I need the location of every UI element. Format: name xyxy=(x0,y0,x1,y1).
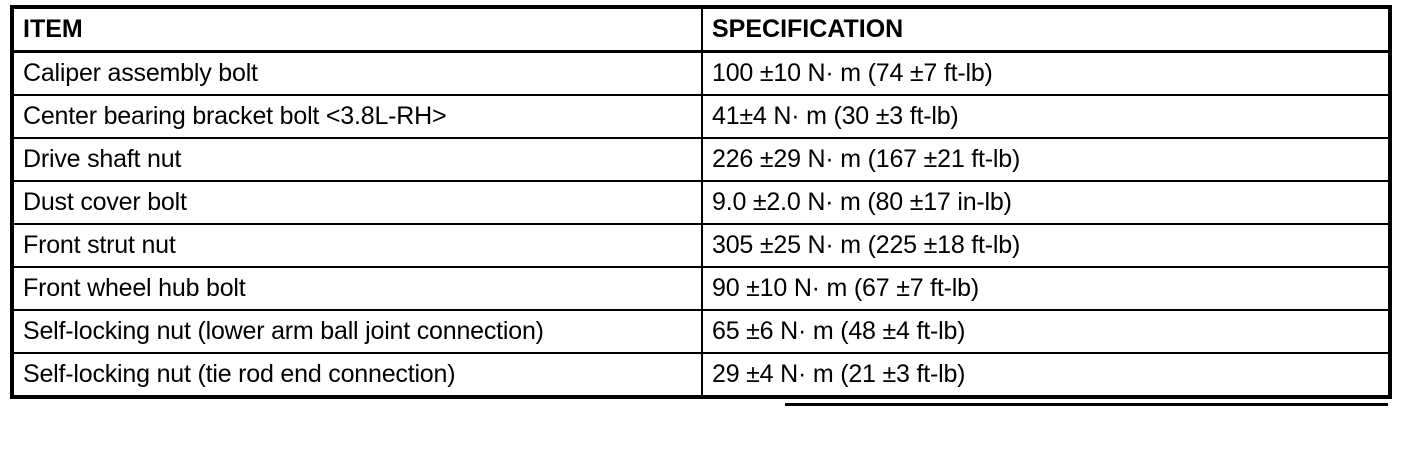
table-row: Self-locking nut (tie rod end connection… xyxy=(11,352,1391,399)
cell-item: Dust cover bolt xyxy=(11,180,703,225)
scan-artifact-rule xyxy=(785,403,1388,406)
table-row: Front wheel hub bolt 90 ±10 N· m (67 ±7 … xyxy=(11,266,1391,311)
cell-specification: 90 ±10 N· m (67 ±7 ft-lb) xyxy=(701,266,1391,311)
table-row: Front strut nut 305 ±25 N· m (225 ±18 ft… xyxy=(11,223,1391,268)
table-row: Center bearing bracket bolt <3.8L-RH> 41… xyxy=(11,94,1391,139)
torque-specification-table: ITEM SPECIFICATION Caliper assembly bolt… xyxy=(10,5,1392,399)
column-header-specification: SPECIFICATION xyxy=(701,6,1391,53)
cell-item: Drive shaft nut xyxy=(11,137,703,182)
cell-specification: 305 ±25 N· m (225 ±18 ft-lb) xyxy=(701,223,1391,268)
table-header: ITEM SPECIFICATION xyxy=(11,6,1391,53)
cell-specification: 226 ±29 N· m (167 ±21 ft-lb) xyxy=(701,137,1391,182)
cell-item: Front strut nut xyxy=(11,223,703,268)
scan-artifact-mask xyxy=(785,399,1388,403)
cell-specification: 29 ±4 N· m (21 ±3 ft-lb) xyxy=(701,352,1391,399)
torque-specification-table-container: ITEM SPECIFICATION Caliper assembly bolt… xyxy=(10,5,1392,399)
cell-specification: 9.0 ±2.0 N· m (80 ±17 in-lb) xyxy=(701,180,1391,225)
cell-item: Self-locking nut (lower arm ball joint c… xyxy=(11,309,703,354)
cell-item: Caliper assembly bolt xyxy=(11,50,703,96)
cell-specification: 65 ±6 N· m (48 ±4 ft-lb) xyxy=(701,309,1391,354)
table-body: Caliper assembly bolt 100 ±10 N· m (74 ±… xyxy=(11,50,1391,399)
table-header-row: ITEM SPECIFICATION xyxy=(11,6,1391,53)
column-header-item: ITEM xyxy=(11,6,703,53)
cell-item: Center bearing bracket bolt <3.8L-RH> xyxy=(11,94,703,139)
cell-specification: 100 ±10 N· m (74 ±7 ft-lb) xyxy=(701,50,1391,96)
table-row: Drive shaft nut 226 ±29 N· m (167 ±21 ft… xyxy=(11,137,1391,182)
table-row: Dust cover bolt 9.0 ±2.0 N· m (80 ±17 in… xyxy=(11,180,1391,225)
cell-specification: 41±4 N· m (30 ±3 ft-lb) xyxy=(701,94,1391,139)
cell-item: Front wheel hub bolt xyxy=(11,266,703,311)
table-row: Caliper assembly bolt 100 ±10 N· m (74 ±… xyxy=(11,50,1391,96)
table-row: Self-locking nut (lower arm ball joint c… xyxy=(11,309,1391,354)
cell-item: Self-locking nut (tie rod end connection… xyxy=(11,352,703,399)
